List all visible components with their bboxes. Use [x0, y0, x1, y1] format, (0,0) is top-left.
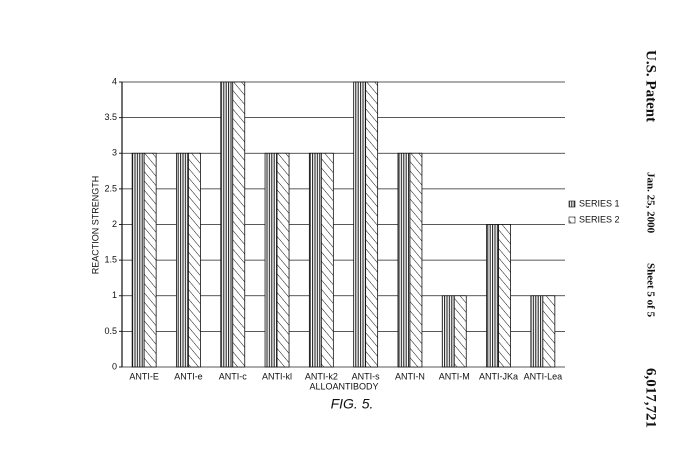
- legend-label: SERIES 1: [579, 198, 620, 208]
- x-tick-label: ANTI-JKa: [479, 371, 518, 381]
- bar: [354, 82, 366, 367]
- patent-sheet: Sheet 5 of 5: [644, 263, 656, 318]
- legend-swatch: [569, 201, 575, 207]
- bar: [366, 82, 378, 367]
- y-tick-label: 3.5: [104, 112, 117, 122]
- y-tick-label: 2: [112, 219, 117, 229]
- bar: [176, 153, 188, 367]
- x-tick-label: ANTI-c: [219, 371, 247, 381]
- bar: [144, 153, 156, 367]
- bar: [543, 296, 555, 367]
- bar: [132, 153, 144, 367]
- y-axis-title: REACTION STRENGTH: [90, 176, 100, 275]
- x-tick-label: ANTI-M: [439, 371, 470, 381]
- legend-swatch: [569, 217, 575, 223]
- bar: [188, 153, 200, 367]
- bar: [233, 82, 245, 367]
- y-tick-label: 0: [112, 361, 117, 371]
- bar: [499, 225, 511, 368]
- bar: [410, 153, 422, 367]
- patent-name: U.S. Patent: [643, 50, 659, 122]
- patent-date: Jan. 25, 2000: [644, 172, 656, 234]
- y-tick-label: 1: [112, 290, 117, 300]
- x-axis-title: ALLOANTIBODY: [309, 381, 378, 391]
- bar: [398, 153, 410, 367]
- x-tick-label: ANTI-s: [352, 371, 380, 381]
- bar: [309, 153, 321, 367]
- y-tick-label: 1.5: [104, 255, 117, 265]
- legend-label: SERIES 2: [579, 214, 620, 224]
- y-tick-label: 0.5: [104, 326, 117, 336]
- page: REACTION STRENGTH ALLOANTIBODY FIG. 5. U…: [0, 0, 700, 476]
- bar: [442, 296, 454, 367]
- patent-number: 6,017,721: [643, 368, 659, 428]
- bar: [321, 153, 333, 367]
- bar: [265, 153, 277, 367]
- bar: [487, 225, 499, 368]
- bar: [221, 82, 233, 367]
- bar: [531, 296, 543, 367]
- x-tick-label: ANTI-E: [129, 371, 159, 381]
- bar: [454, 296, 466, 367]
- y-tick-label: 2.5: [104, 183, 117, 193]
- x-tick-label: ANTI-k2: [305, 371, 338, 381]
- y-tick-label: 3: [112, 148, 117, 158]
- y-tick-label: 4: [112, 76, 117, 86]
- figure-label: FIG. 5.: [331, 396, 374, 412]
- bar: [277, 153, 289, 367]
- x-tick-label: ANTI-N: [395, 371, 425, 381]
- x-tick-label: ANTI-Lea: [524, 371, 563, 381]
- x-tick-label: ANTI-e: [174, 371, 203, 381]
- x-tick-label: ANTI-kl: [262, 371, 292, 381]
